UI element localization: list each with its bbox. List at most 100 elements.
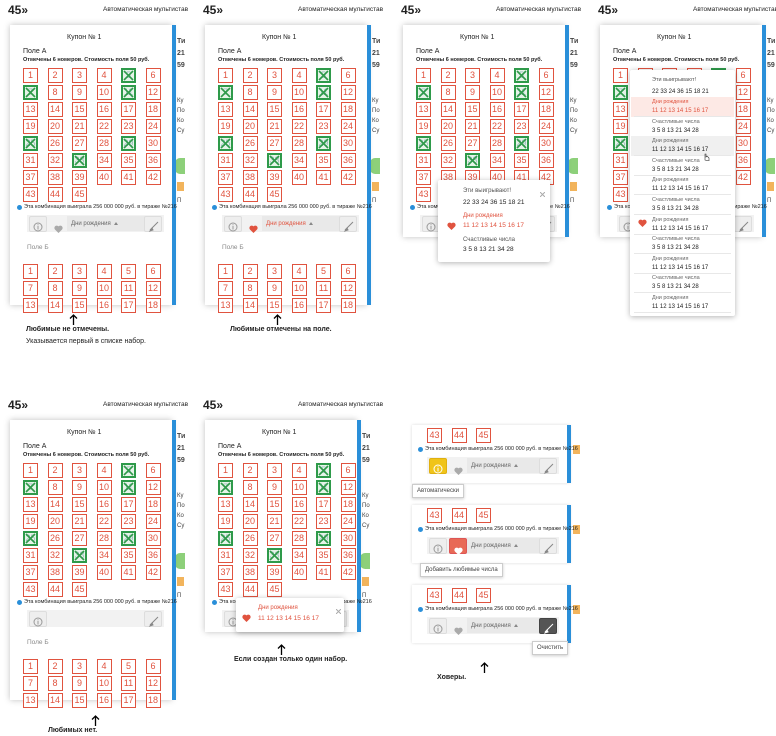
number-cell[interactable]: 14	[47, 693, 63, 708]
number-cell[interactable]: 30	[340, 136, 356, 151]
info-button[interactable]	[224, 216, 242, 232]
number-cell[interactable]: 34	[291, 548, 307, 563]
number-cell[interactable]: 8	[440, 85, 456, 100]
number-cell[interactable]: 8	[242, 480, 258, 495]
number-cell[interactable]: 6	[735, 68, 751, 83]
number-cell[interactable]: 4	[291, 68, 307, 83]
number-cell[interactable]: 11	[316, 480, 331, 495]
number-cell[interactable]: 3	[72, 463, 87, 478]
number-cell[interactable]: 15	[267, 497, 282, 512]
number-cell[interactable]: 2	[242, 463, 258, 478]
number-cell[interactable]: 40	[96, 170, 112, 185]
number-cell[interactable]: 2	[47, 264, 63, 279]
number-cell[interactable]: 5	[121, 659, 136, 674]
number-cell[interactable]: 5	[121, 463, 136, 478]
number-cell[interactable]: 5	[316, 463, 331, 478]
number-cell[interactable]: 14	[47, 298, 63, 313]
number-cell[interactable]: 28	[291, 136, 307, 151]
number-cell[interactable]: 7	[23, 480, 38, 495]
number-cell[interactable]: 12	[340, 281, 356, 296]
number-cell[interactable]: 14	[242, 298, 258, 313]
number-cell[interactable]: 3	[267, 68, 282, 83]
number-cell[interactable]: 7	[613, 85, 628, 100]
number-cell[interactable]: 44	[451, 588, 467, 603]
number-cell[interactable]: 2	[47, 463, 63, 478]
number-cell[interactable]: 2	[440, 68, 456, 83]
number-cell[interactable]: 1	[218, 463, 233, 478]
number-cell[interactable]: 4	[291, 463, 307, 478]
number-cell[interactable]: 22	[489, 119, 505, 134]
number-cell[interactable]: 12	[145, 480, 161, 495]
number-cell[interactable]: 3	[465, 68, 480, 83]
number-cell[interactable]: 25	[218, 136, 233, 151]
number-cell[interactable]: 35	[514, 153, 529, 168]
number-cell[interactable]: 36	[145, 548, 161, 563]
number-cell[interactable]: 38	[47, 565, 63, 580]
number-cell[interactable]: 13	[218, 497, 233, 512]
number-cell[interactable]: 1	[23, 68, 38, 83]
number-cell[interactable]: 8	[242, 281, 258, 296]
number-cell[interactable]: 13	[23, 497, 38, 512]
number-cell[interactable]: 10	[96, 480, 112, 495]
number-cell[interactable]: 8	[242, 85, 258, 100]
number-cell[interactable]: 17	[316, 102, 331, 117]
number-cell[interactable]: 14	[47, 497, 63, 512]
number-cell[interactable]: 6	[145, 264, 161, 279]
number-cell[interactable]: 17	[121, 497, 136, 512]
number-cell[interactable]: 13	[23, 102, 38, 117]
number-cell[interactable]: 30	[145, 531, 161, 546]
number-cell[interactable]: 9	[72, 281, 87, 296]
number-cell[interactable]: 45	[72, 187, 87, 202]
number-cell[interactable]: 11	[121, 85, 136, 100]
number-cell[interactable]: 28	[96, 531, 112, 546]
number-cell[interactable]: 31	[23, 153, 38, 168]
number-cell[interactable]: 21	[465, 119, 480, 134]
number-cell[interactable]: 44	[451, 508, 467, 523]
number-cell[interactable]: 5	[121, 68, 136, 83]
number-cell[interactable]: 24	[145, 514, 161, 529]
number-cell[interactable]: 40	[291, 170, 307, 185]
number-cell[interactable]: 2	[242, 264, 258, 279]
number-cell[interactable]: 19	[218, 514, 233, 529]
number-cell[interactable]: 4	[96, 68, 112, 83]
number-cell[interactable]: 10	[96, 85, 112, 100]
number-cell[interactable]: 34	[96, 153, 112, 168]
number-cell[interactable]: 18	[340, 102, 356, 117]
number-cell[interactable]: 6	[340, 264, 356, 279]
number-cell[interactable]: 8	[47, 85, 63, 100]
info-button[interactable]	[429, 538, 447, 554]
number-cell[interactable]: 18	[735, 102, 751, 117]
number-cell[interactable]: 20	[440, 119, 456, 134]
number-cell[interactable]: 3	[72, 264, 87, 279]
number-cell[interactable]: 39	[72, 170, 87, 185]
number-cell[interactable]: 10	[96, 281, 112, 296]
number-cell[interactable]: 9	[267, 85, 282, 100]
heart-button[interactable]	[449, 458, 467, 475]
number-cell[interactable]: 31	[218, 153, 233, 168]
number-cell[interactable]: 6	[340, 68, 356, 83]
number-cell[interactable]: 43	[23, 187, 38, 202]
number-cell[interactable]: 1	[218, 264, 233, 279]
number-cell[interactable]: 24	[340, 514, 356, 529]
number-cell[interactable]: 29	[514, 136, 529, 151]
number-cell[interactable]: 43	[218, 582, 233, 597]
number-cell[interactable]: 16	[291, 497, 307, 512]
number-cell[interactable]: 33	[267, 153, 282, 168]
number-cell[interactable]: 10	[291, 281, 307, 296]
favorites-dropdown[interactable]	[262, 216, 342, 231]
number-cell[interactable]: 19	[613, 119, 628, 134]
number-cell[interactable]: 40	[96, 565, 112, 580]
number-cell[interactable]: 23	[316, 514, 331, 529]
number-cell[interactable]: 6	[538, 68, 554, 83]
number-cell[interactable]: 9	[465, 85, 480, 100]
number-cell[interactable]: 13	[613, 102, 628, 117]
number-cell[interactable]: 10	[291, 85, 307, 100]
number-cell[interactable]: 38	[242, 170, 258, 185]
number-cell[interactable]: 28	[489, 136, 505, 151]
heart-button[interactable]	[49, 216, 67, 233]
number-cell[interactable]: 35	[316, 153, 331, 168]
number-cell[interactable]: 4	[489, 68, 505, 83]
number-cell[interactable]: 22	[96, 514, 112, 529]
number-cell[interactable]: 17	[514, 102, 529, 117]
number-cell[interactable]: 23	[121, 514, 136, 529]
